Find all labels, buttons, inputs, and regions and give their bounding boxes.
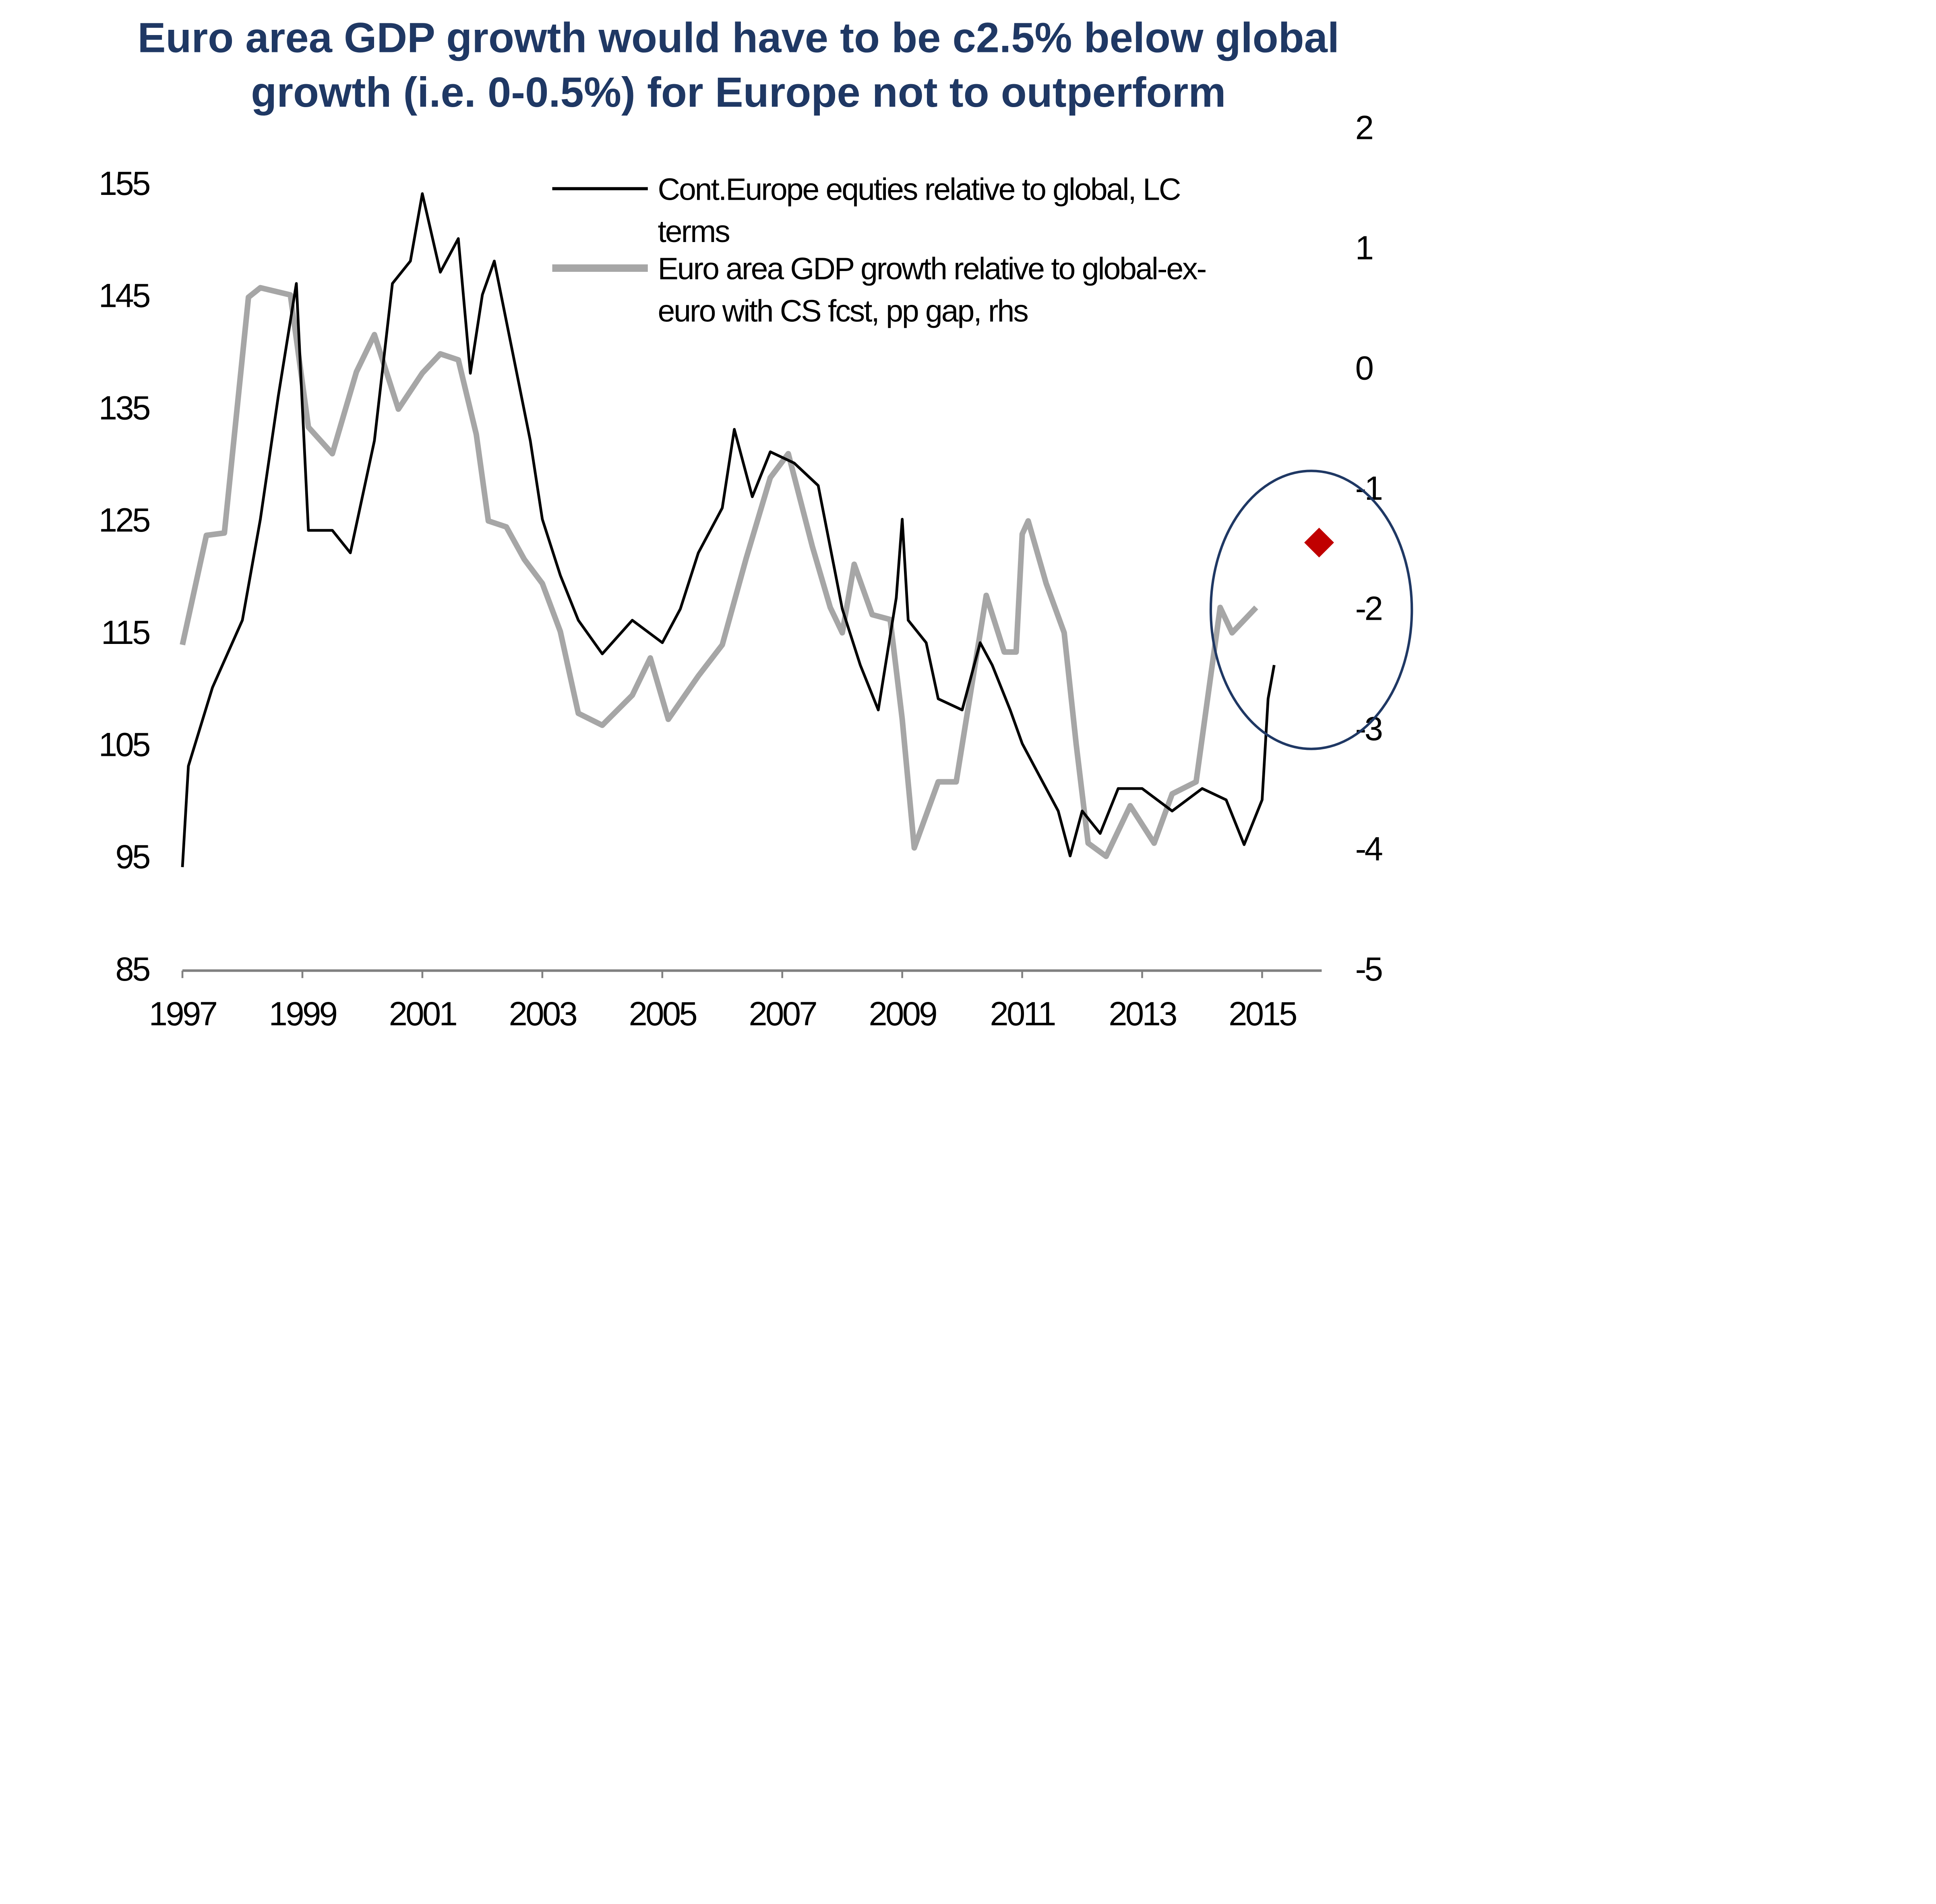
legend: Cont.Europe equties relative to global, … <box>552 172 1207 328</box>
y-left-tick-label: 105 <box>99 726 149 763</box>
x-tick-label: 2009 <box>869 995 936 1033</box>
y-left-tick-label: 135 <box>99 389 149 426</box>
legend-label-equities: terms <box>658 214 729 249</box>
chart-title-line-1: Euro area GDP growth would have to be c2… <box>138 14 1339 62</box>
legend-label-equities: Cont.Europe equties relative to global, … <box>658 172 1180 207</box>
x-tick-label: 2013 <box>1109 995 1176 1033</box>
series-line-equities <box>181 192 1276 867</box>
x-tick-label: 2005 <box>629 995 696 1033</box>
y-left-tick-label: 115 <box>101 614 149 651</box>
legend-label-gdp-gap: Euro area GDP growth relative to global-… <box>658 252 1206 286</box>
highlight-circle <box>1209 470 1413 750</box>
y-right-tick-label: -5 <box>1355 950 1382 988</box>
y-left-tick-label: 95 <box>116 838 150 875</box>
y-right-tick-label: 1 <box>1355 229 1373 267</box>
x-tick-label: 2015 <box>1229 995 1296 1033</box>
y-left-tick-label: 145 <box>99 277 149 315</box>
x-tick-label: 2007 <box>749 995 816 1033</box>
y-right-tick-label: -2 <box>1355 590 1382 627</box>
series-line-gdp-gap <box>180 285 1258 859</box>
x-tick-label: 1997 <box>149 995 217 1033</box>
y-right-tick-label: 0 <box>1355 349 1373 387</box>
y-right-tick-label: 2 <box>1355 109 1373 146</box>
x-tick-label: 1999 <box>269 995 337 1033</box>
legend-label-gdp-gap: euro with CS fcst, pp gap, rhs <box>658 294 1028 328</box>
y-left-tick-label: 85 <box>116 950 150 988</box>
y-right-tick-label: -3 <box>1355 710 1382 747</box>
chart-title-line-2: growth (i.e. 0-0.5%) for Europe not to o… <box>251 69 1226 116</box>
x-tick-label: 2011 <box>990 995 1055 1033</box>
y-left-tick-label: 125 <box>99 501 149 539</box>
x-tick-label: 2003 <box>509 995 577 1033</box>
annotations <box>1209 470 1413 750</box>
y-right-tick-label: -4 <box>1355 830 1382 867</box>
y-left-tick-label: 155 <box>99 165 149 202</box>
series-group <box>180 192 1276 867</box>
forecast-diamond-marker <box>1304 528 1334 558</box>
x-tick-label: 2001 <box>389 995 457 1033</box>
